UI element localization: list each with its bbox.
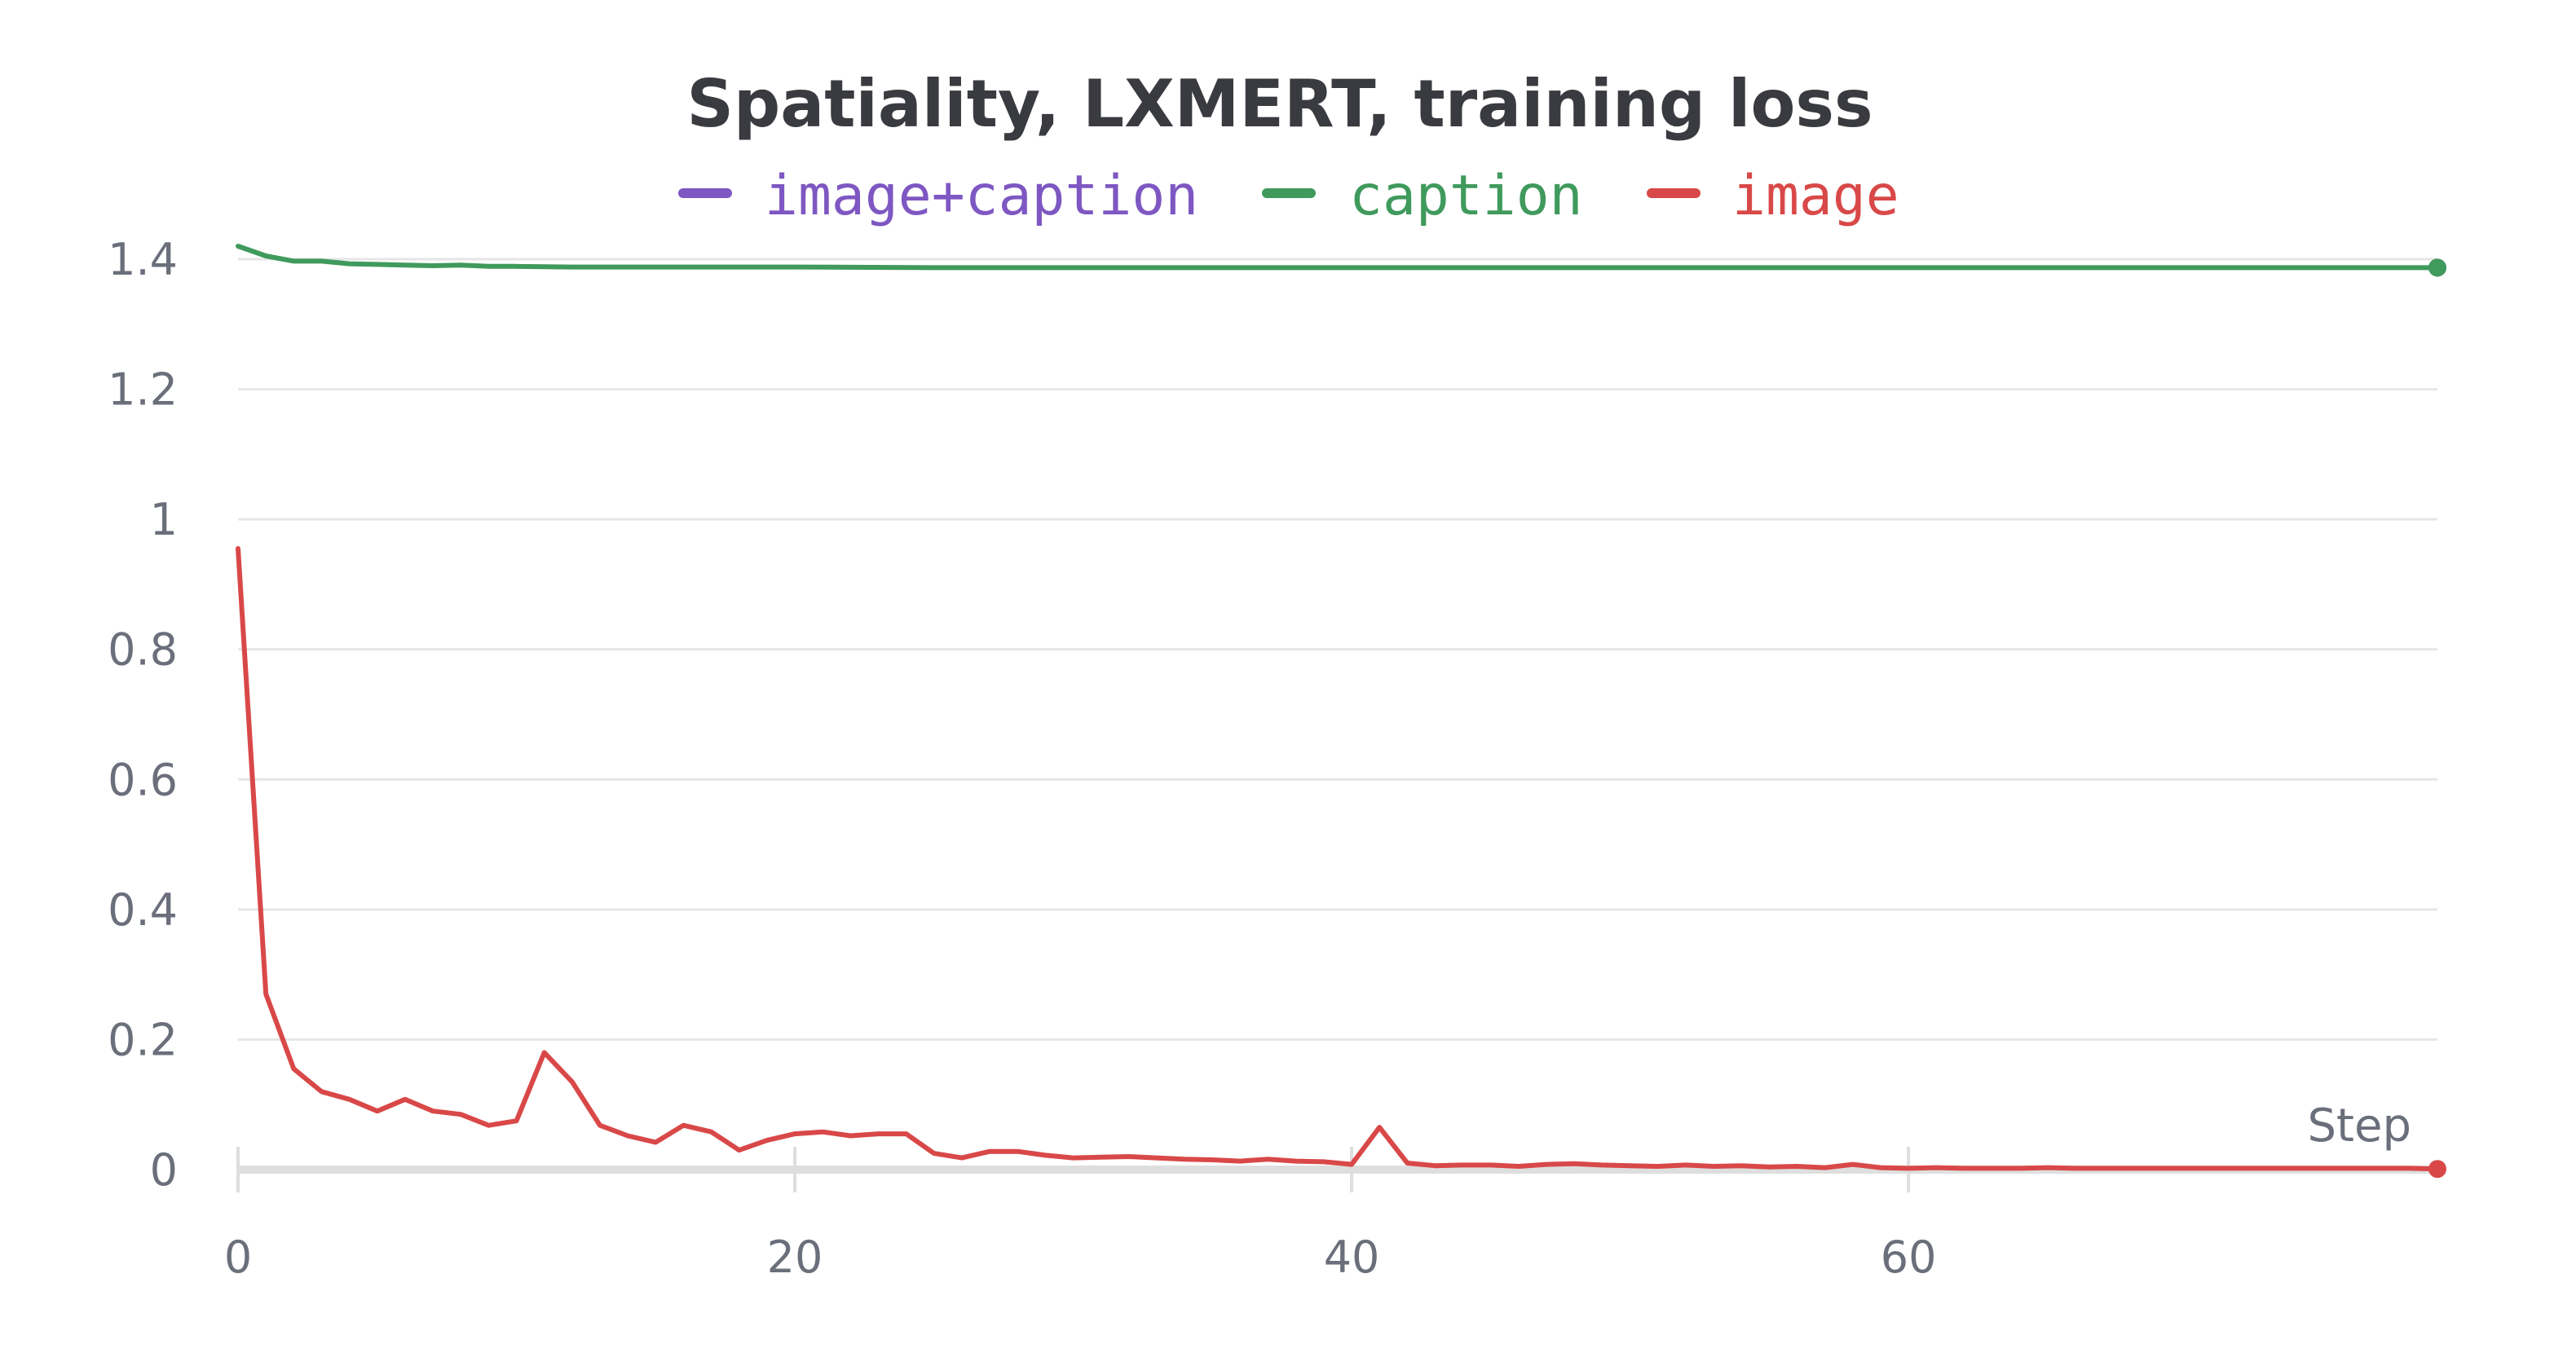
y-tick-label-2: 0.4 bbox=[108, 884, 178, 936]
x-tick-label-3: 60 bbox=[1881, 1232, 1937, 1283]
legend-label-image-caption: image+caption bbox=[765, 164, 1198, 228]
x-tick-label-0: 0 bbox=[224, 1232, 252, 1283]
series-endpoint-caption bbox=[2428, 258, 2446, 277]
gridlines bbox=[238, 258, 2437, 1041]
x-axis-label: Step bbox=[2307, 1100, 2411, 1152]
legend-label-image: image bbox=[1732, 164, 1899, 228]
legend-item-caption[interactable]: caption bbox=[1262, 164, 1583, 228]
chart-title: Spatiality, LXMERT, training loss bbox=[686, 66, 1872, 142]
legend-swatch-caption bbox=[1262, 188, 1316, 198]
series-endpoint-image bbox=[2428, 1160, 2446, 1179]
y-axis-tick-labels: 0 0.2 0.4 0.6 0.8 1 1.2 1.4 bbox=[108, 234, 178, 1196]
y-tick-label-6: 1.2 bbox=[108, 364, 178, 416]
legend-item-image[interactable]: image bbox=[1647, 164, 1899, 228]
legend-swatch-image bbox=[1647, 188, 1700, 198]
y-tick-label-5: 1 bbox=[150, 494, 178, 545]
legend-item-image-caption[interactable]: image+caption bbox=[678, 164, 1198, 228]
series-endpoints bbox=[2428, 258, 2446, 1179]
legend-swatch-image-caption bbox=[678, 188, 732, 198]
y-tick-label-1: 0.2 bbox=[108, 1014, 178, 1065]
legend: image+caption caption image bbox=[678, 164, 1899, 228]
series-line-image bbox=[236, 546, 2440, 1172]
legend-label-caption: caption bbox=[1349, 164, 1583, 228]
series-lines bbox=[236, 244, 2440, 1172]
x-tick-label-1: 20 bbox=[767, 1232, 823, 1283]
y-tick-label-3: 0.6 bbox=[108, 754, 178, 805]
y-tick-label-4: 0.8 bbox=[108, 624, 178, 676]
x-tick-label-2: 40 bbox=[1324, 1232, 1380, 1283]
y-tick-label-0: 0 bbox=[150, 1144, 178, 1196]
y-tick-label-7: 1.4 bbox=[108, 234, 178, 285]
series-line-caption bbox=[236, 244, 2440, 271]
